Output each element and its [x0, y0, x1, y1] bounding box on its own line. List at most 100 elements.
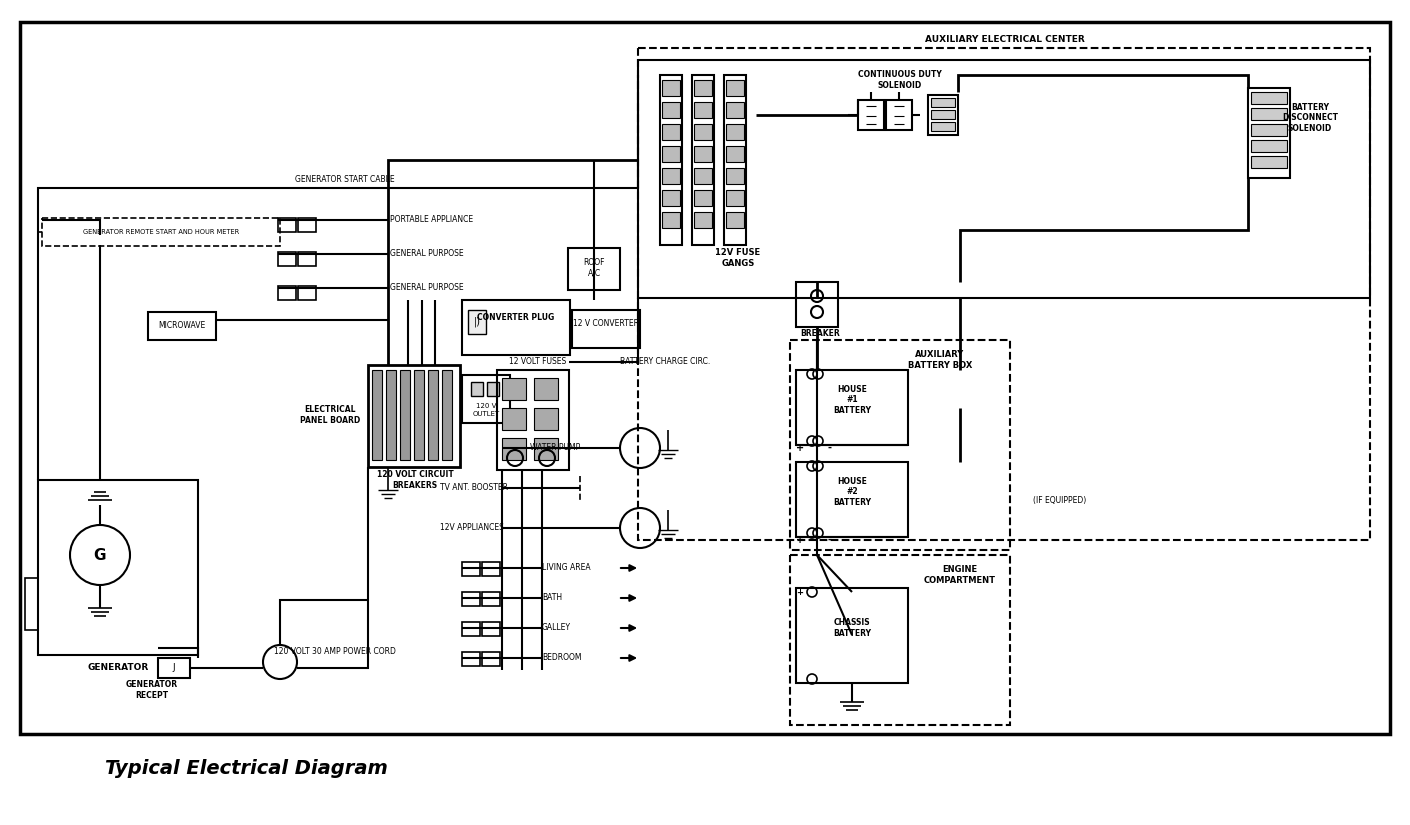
Bar — [797, 588, 908, 683]
Bar — [368, 365, 460, 467]
Bar — [462, 592, 479, 606]
Bar — [158, 658, 190, 678]
Bar — [462, 300, 570, 355]
Text: 12 V CONVERTER: 12 V CONVERTER — [572, 319, 639, 328]
Bar — [1251, 156, 1287, 168]
Bar — [931, 98, 955, 107]
Bar — [859, 100, 884, 130]
Text: (IF EQUIPPED): (IF EQUIPPED) — [1034, 496, 1087, 505]
Text: TV ANT. BOOSTER: TV ANT. BOOSTER — [440, 483, 508, 493]
Bar — [694, 80, 712, 96]
Bar — [298, 286, 316, 300]
Bar — [462, 375, 510, 423]
Bar — [462, 652, 479, 666]
Bar — [723, 75, 746, 245]
Bar — [486, 382, 499, 396]
Bar — [42, 218, 281, 246]
Bar — [694, 190, 712, 206]
Bar — [502, 408, 526, 430]
Text: AUXILIARY
BATTERY BOX: AUXILIARY BATTERY BOX — [908, 351, 971, 370]
Bar — [462, 562, 479, 576]
Bar — [726, 80, 744, 96]
Bar — [534, 438, 558, 460]
Text: 12 VOLT FUSES: 12 VOLT FUSES — [509, 357, 567, 366]
Text: +: + — [795, 443, 804, 453]
Bar — [726, 168, 744, 184]
Bar — [694, 212, 712, 228]
Bar — [797, 462, 908, 537]
Bar — [468, 310, 486, 334]
Text: MICROWAVE: MICROWAVE — [158, 320, 206, 329]
Bar — [1251, 124, 1287, 136]
Text: 12V APPLIANCES: 12V APPLIANCES — [440, 524, 503, 532]
Bar — [660, 75, 682, 245]
Bar — [726, 102, 744, 118]
Bar — [797, 370, 908, 445]
Bar — [429, 370, 439, 460]
Text: HOUSE
#1
BATTERY: HOUSE #1 BATTERY — [833, 385, 871, 415]
Bar — [931, 110, 955, 119]
Text: BEDROOM: BEDROOM — [541, 653, 581, 662]
Text: +: + — [797, 588, 804, 597]
Text: AUXILIARY ELECTRICAL CENTER: AUXILIARY ELECTRICAL CENTER — [925, 35, 1084, 45]
Text: CHASSIS
BATTERY: CHASSIS BATTERY — [833, 618, 871, 638]
Text: ELECTRICAL
PANEL BOARD: ELECTRICAL PANEL BOARD — [300, 405, 360, 425]
Text: GENERATOR: GENERATOR — [87, 663, 148, 672]
Text: GENERATOR START CABLE: GENERATOR START CABLE — [295, 176, 395, 185]
Bar — [534, 408, 558, 430]
Text: ROOF
A/C: ROOF A/C — [584, 258, 605, 278]
Text: -: - — [828, 443, 832, 453]
Text: |): |) — [474, 317, 481, 328]
Bar — [1248, 88, 1290, 178]
Bar — [400, 370, 410, 460]
Text: GALLEY: GALLEY — [541, 624, 571, 633]
Bar — [572, 310, 640, 348]
Text: -: - — [828, 535, 832, 545]
Bar — [278, 218, 296, 232]
Text: BREAKER: BREAKER — [799, 329, 840, 338]
Bar — [928, 95, 957, 135]
Bar — [663, 146, 680, 162]
Bar — [885, 100, 912, 130]
Bar — [663, 80, 680, 96]
Text: HOUSE
#2
BATTERY: HOUSE #2 BATTERY — [833, 477, 871, 507]
Bar — [637, 60, 1371, 298]
Bar — [38, 480, 197, 655]
Text: 120 V
OUTLET: 120 V OUTLET — [472, 403, 499, 417]
Bar — [1251, 108, 1287, 120]
Bar — [726, 212, 744, 228]
Text: CONVERTER PLUG: CONVERTER PLUG — [478, 314, 554, 323]
Bar — [502, 438, 526, 460]
Bar — [931, 122, 955, 131]
Text: 120 VOLT CIRCUIT
BREAKERS: 120 VOLT CIRCUIT BREAKERS — [376, 470, 454, 490]
Bar — [386, 370, 396, 460]
Text: J: J — [172, 663, 175, 672]
Bar — [568, 248, 620, 290]
Text: 120 VOLT 30 AMP POWER CORD: 120 VOLT 30 AMP POWER CORD — [274, 648, 396, 657]
Text: G: G — [93, 548, 106, 563]
Bar — [663, 190, 680, 206]
Text: GENERATOR REMOTE START AND HOUR METER: GENERATOR REMOTE START AND HOUR METER — [83, 229, 240, 235]
Bar — [502, 378, 526, 400]
Bar — [663, 124, 680, 140]
Bar — [694, 168, 712, 184]
Bar — [278, 252, 296, 266]
Bar — [441, 370, 453, 460]
Bar — [415, 370, 424, 460]
Bar — [663, 168, 680, 184]
Bar — [694, 146, 712, 162]
Bar — [663, 102, 680, 118]
Bar — [148, 312, 216, 340]
Text: Typical Electrical Diagram: Typical Electrical Diagram — [104, 758, 388, 777]
Bar — [462, 622, 479, 636]
Text: GENERAL PURPOSE: GENERAL PURPOSE — [391, 249, 464, 258]
Bar — [1251, 140, 1287, 152]
Text: 12V FUSE
GANGS: 12V FUSE GANGS — [715, 248, 760, 267]
Text: +: + — [795, 535, 804, 545]
Bar — [298, 252, 316, 266]
Bar — [20, 22, 1390, 734]
Bar — [534, 378, 558, 400]
Bar — [1251, 92, 1287, 104]
Text: BATH: BATH — [541, 593, 563, 602]
Bar — [471, 382, 484, 396]
